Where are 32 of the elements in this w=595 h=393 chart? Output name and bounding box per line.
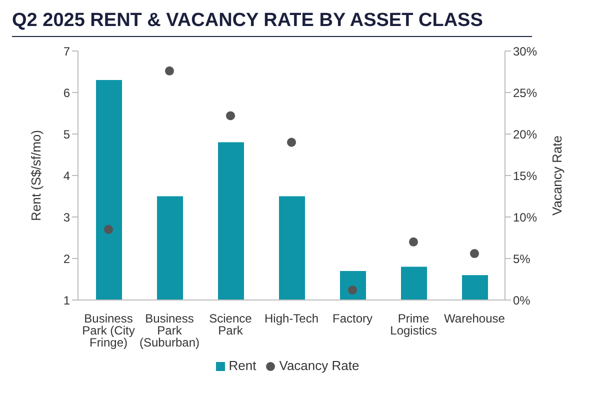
y-tick-label: 5 — [63, 127, 70, 142]
y2-tick-label: 15% — [513, 168, 538, 183]
legend-label: Rent — [228, 358, 256, 373]
point — [286, 138, 296, 147]
y-tick-label: 1 — [63, 293, 70, 308]
x-tick-label: Business Park (City Fringe) — [82, 312, 135, 350]
x-tick-label: Prime Logistics — [390, 312, 437, 338]
x-tick-label: Business Park (Suburban) — [139, 312, 200, 350]
point — [470, 249, 480, 258]
y2-tick-label: 0% — [513, 293, 531, 308]
point — [226, 111, 236, 120]
y2-axis-title: Vacancy Rate — [550, 136, 565, 216]
y2-tick-label: 10% — [513, 210, 538, 224]
x-tick-label: Science Park — [209, 312, 252, 338]
y2-tick-label: 5% — [513, 252, 531, 266]
chart-title: Q2 2025 RENT & VACANCY RATE BY ASSET CLASS — [11, 9, 484, 33]
y-tick-label: 2 — [63, 252, 70, 266]
y-tick-label: 7 — [63, 44, 70, 58]
y2-tick-label: 25% — [513, 86, 538, 100]
point — [408, 237, 418, 246]
y2-tick-label: 20% — [513, 127, 538, 142]
y2-tick-label: 30% — [513, 44, 538, 58]
y-tick-label: 4 — [63, 168, 70, 183]
y-tick-label: 3 — [63, 210, 70, 224]
x-tick-label: Factory — [332, 312, 373, 326]
y-axis-title: Rent (S$/sf/mo) — [28, 130, 44, 222]
x-tick-label: Warehouse — [444, 312, 506, 326]
y-tick-label: 6 — [63, 86, 70, 100]
point — [164, 66, 174, 76]
legend-label: Vacancy Rate — [279, 358, 360, 373]
point — [104, 224, 114, 234]
x-tick-label: High-Tech — [264, 312, 319, 326]
